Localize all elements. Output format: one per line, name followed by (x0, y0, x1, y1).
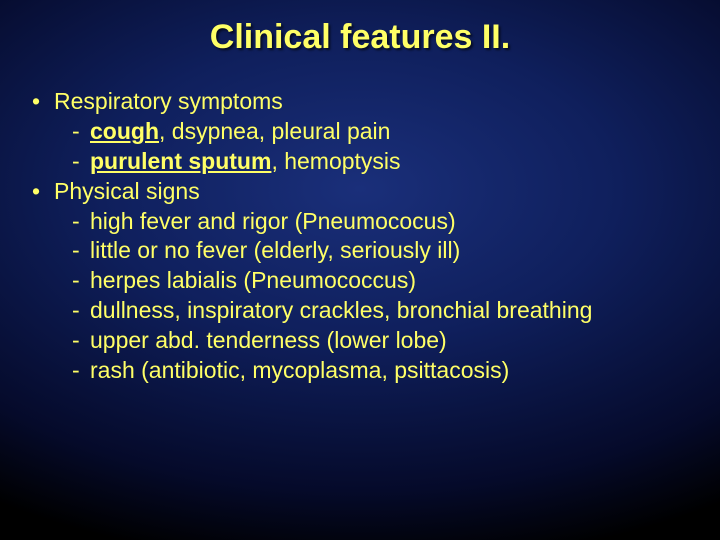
sub-text: upper abd. tenderness (lower lobe) (90, 326, 447, 356)
sub-text: cough, dsypnea, pleural pain (90, 117, 390, 147)
bullet-2-sub-1: - high fever and rigor (Pneumococus) (72, 207, 690, 237)
sub-emph: purulent sputum (90, 148, 271, 174)
dash-icon: - (72, 296, 90, 326)
sub-emph: cough (90, 118, 159, 144)
dash-icon: - (72, 266, 90, 296)
bullet-1-sub-1: - cough, dsypnea, pleural pain (72, 117, 690, 147)
sub-rest: , dsypnea, pleural pain (159, 118, 390, 144)
bullet-dot: • (30, 87, 54, 117)
dash-icon: - (72, 117, 90, 147)
dash-icon: - (72, 326, 90, 356)
bullet-2-sub-3: - herpes labialis (Pneumococcus) (72, 266, 690, 296)
bullet-2-sub-5: - upper abd. tenderness (lower lobe) (72, 326, 690, 356)
dash-icon: - (72, 147, 90, 177)
slide-title: Clinical features II. (30, 18, 690, 57)
bullet-1-sub-2: - purulent sputum, hemoptysis (72, 147, 690, 177)
dash-icon: - (72, 236, 90, 266)
bullet-2-sub-2: - little or no fever (elderly, seriously… (72, 236, 690, 266)
bullet-2-sub-4: - dullness, inspiratory crackles, bronch… (72, 296, 690, 326)
bullet-1: • Respiratory symptoms (30, 87, 690, 117)
sub-text: purulent sputum, hemoptysis (90, 147, 401, 177)
slide: Clinical features II. • Respiratory symp… (0, 0, 720, 540)
slide-body: • Respiratory symptoms - cough, dsypnea,… (30, 87, 690, 386)
dash-icon: - (72, 356, 90, 386)
dash-icon: - (72, 207, 90, 237)
sub-text: rash (antibiotic, mycoplasma, psittacosi… (90, 356, 509, 386)
bullet-dot: • (30, 177, 54, 207)
sub-rest: , hemoptysis (271, 148, 400, 174)
bullet-2: • Physical signs (30, 177, 690, 207)
sub-text: dullness, inspiratory crackles, bronchia… (90, 296, 592, 326)
sub-text: high fever and rigor (Pneumococus) (90, 207, 456, 237)
sub-text: herpes labialis (Pneumococcus) (90, 266, 416, 296)
bullet-1-label: Respiratory symptoms (54, 87, 283, 117)
bullet-2-sub-6: - rash (antibiotic, mycoplasma, psittaco… (72, 356, 690, 386)
sub-text: little or no fever (elderly, seriously i… (90, 236, 460, 266)
bullet-2-label: Physical signs (54, 177, 200, 207)
